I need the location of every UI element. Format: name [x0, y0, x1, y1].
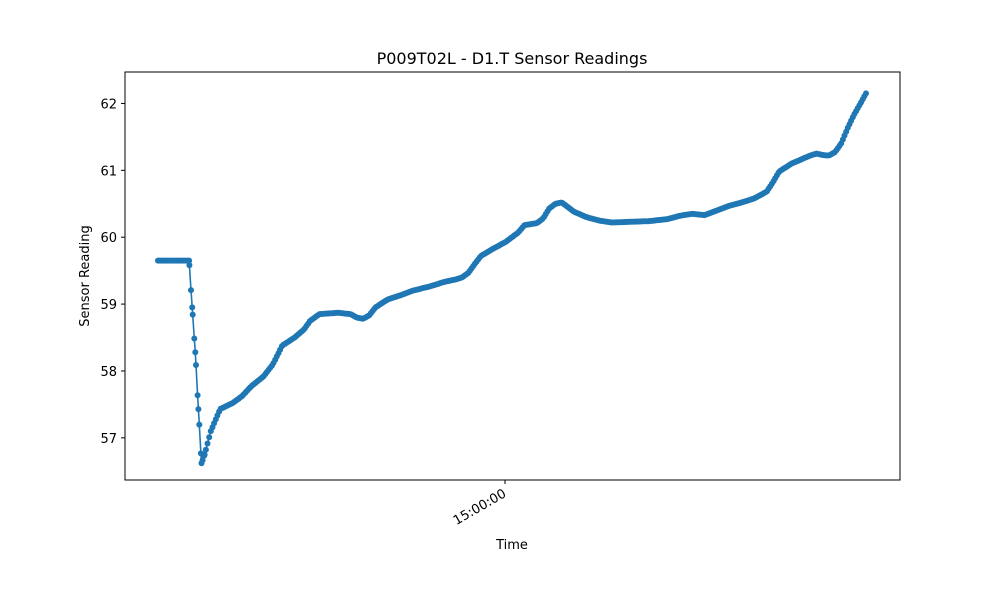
data-point [189, 304, 196, 311]
y-axis-label: Sensor Reading [78, 225, 93, 326]
y-tick-label: 59 [100, 298, 117, 313]
x-axis-label: Time [495, 538, 528, 553]
data-point [189, 311, 196, 318]
chart-title: P009T02L - D1.T Sensor Readings [377, 49, 648, 68]
data-point [199, 457, 206, 464]
y-tick-label: 62 [100, 97, 117, 112]
data-point [206, 434, 213, 441]
data-point [186, 257, 193, 264]
data-point [201, 451, 208, 458]
y-tick-label: 57 [100, 432, 117, 447]
data-point [204, 440, 211, 447]
data-point [192, 349, 199, 356]
x-axis: 15:00:00 [451, 480, 509, 529]
series-line [158, 93, 867, 464]
y-tick-label: 58 [100, 365, 117, 380]
data-point [188, 287, 194, 294]
data-point [193, 362, 199, 368]
y-tick-label: 61 [100, 164, 117, 179]
plot-area [155, 90, 869, 467]
data-point [195, 406, 202, 413]
data-point [202, 446, 209, 453]
y-axis: 57 58 59 60 61 62 [100, 97, 125, 447]
data-point [194, 392, 201, 399]
data-point [196, 421, 203, 428]
plot-frame [124, 71, 901, 481]
y-tick-label: 60 [100, 231, 117, 246]
data-point [863, 90, 869, 97]
data-point [186, 262, 193, 269]
x-tick-label: 15:00:00 [451, 486, 509, 528]
data-point [191, 335, 198, 342]
